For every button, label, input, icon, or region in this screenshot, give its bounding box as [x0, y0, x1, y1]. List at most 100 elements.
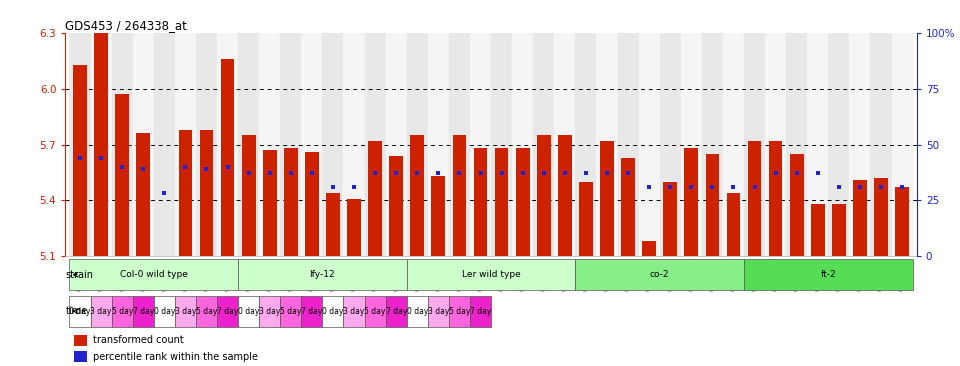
Text: 0 day: 0 day — [154, 307, 175, 315]
Bar — [617, 33, 638, 256]
Bar — [386, 33, 407, 256]
Bar — [727, 193, 740, 256]
Bar — [407, 296, 428, 326]
Bar — [533, 33, 554, 256]
Bar — [90, 296, 111, 326]
Text: 0 day: 0 day — [238, 307, 259, 315]
Bar — [284, 148, 298, 256]
Bar — [74, 351, 86, 362]
Bar — [196, 296, 217, 326]
Bar — [765, 33, 786, 256]
Bar — [73, 64, 87, 256]
Text: 5 day: 5 day — [365, 307, 386, 315]
Bar — [200, 130, 213, 256]
Bar — [179, 130, 192, 256]
Bar — [748, 141, 761, 256]
Bar — [554, 33, 575, 256]
Text: 3 day: 3 day — [427, 307, 449, 315]
Bar — [90, 33, 111, 256]
Bar — [892, 33, 913, 256]
Bar — [69, 33, 90, 256]
Text: 5 day: 5 day — [280, 307, 301, 315]
Text: 5 day: 5 day — [196, 307, 217, 315]
Bar — [348, 199, 361, 256]
Bar — [238, 259, 407, 290]
Bar — [850, 33, 871, 256]
Bar — [449, 33, 470, 256]
Text: 3 day: 3 day — [259, 307, 280, 315]
Bar — [154, 33, 175, 256]
Bar — [516, 148, 530, 256]
Text: strain: strain — [65, 270, 94, 280]
Bar — [259, 296, 280, 326]
Text: ft-2: ft-2 — [821, 270, 836, 279]
Bar — [875, 178, 888, 256]
Bar — [111, 296, 132, 326]
Bar — [663, 182, 677, 256]
Bar — [660, 33, 681, 256]
Text: 0 day: 0 day — [69, 307, 91, 315]
Text: 3 day: 3 day — [175, 307, 196, 315]
Bar — [221, 59, 234, 256]
Bar — [344, 296, 365, 326]
Text: percentile rank within the sample: percentile rank within the sample — [92, 352, 257, 362]
Bar — [136, 134, 150, 256]
Text: time: time — [65, 306, 87, 316]
Bar — [323, 33, 344, 256]
Bar — [807, 33, 828, 256]
Bar — [470, 33, 491, 256]
Bar — [579, 182, 592, 256]
Bar — [74, 335, 86, 346]
Bar — [832, 204, 846, 256]
Bar — [706, 154, 719, 256]
Bar — [365, 33, 386, 256]
Text: 5 day: 5 day — [111, 307, 132, 315]
Bar — [723, 33, 744, 256]
Bar — [175, 33, 196, 256]
Bar — [853, 180, 867, 256]
Bar — [242, 135, 255, 256]
Bar — [259, 33, 280, 256]
Bar — [301, 296, 323, 326]
Bar — [305, 152, 319, 256]
Bar — [621, 158, 635, 256]
Bar — [575, 259, 744, 290]
Bar — [326, 193, 340, 256]
Bar — [390, 156, 403, 256]
Bar — [449, 296, 470, 326]
Text: 7 day: 7 day — [217, 307, 238, 315]
Bar — [769, 141, 782, 256]
Bar — [344, 33, 365, 256]
Bar — [217, 296, 238, 326]
Text: GDS453 / 264338_at: GDS453 / 264338_at — [65, 19, 187, 32]
Text: 3 day: 3 day — [90, 307, 111, 315]
Text: Ler wild type: Ler wild type — [462, 270, 520, 279]
Bar — [790, 154, 804, 256]
Bar — [175, 296, 196, 326]
Bar — [684, 148, 698, 256]
Bar — [94, 33, 108, 256]
Bar — [575, 33, 596, 256]
Bar — [642, 242, 656, 256]
Bar — [537, 135, 551, 256]
Text: 7 day: 7 day — [132, 307, 154, 315]
Bar — [132, 296, 154, 326]
Bar — [115, 94, 129, 256]
Bar — [828, 33, 850, 256]
Text: 5 day: 5 day — [448, 307, 470, 315]
Bar — [871, 33, 892, 256]
Bar — [263, 150, 276, 256]
Text: transformed count: transformed count — [92, 335, 183, 346]
Bar — [196, 33, 217, 256]
Bar — [492, 33, 512, 256]
Bar — [470, 296, 491, 326]
Bar — [238, 296, 259, 326]
Text: 7 day: 7 day — [301, 307, 323, 315]
Bar — [558, 135, 571, 256]
Text: 3 day: 3 day — [344, 307, 365, 315]
Bar — [280, 296, 301, 326]
Bar — [452, 135, 467, 256]
Bar — [301, 33, 323, 256]
Bar — [323, 296, 344, 326]
Bar — [596, 33, 617, 256]
